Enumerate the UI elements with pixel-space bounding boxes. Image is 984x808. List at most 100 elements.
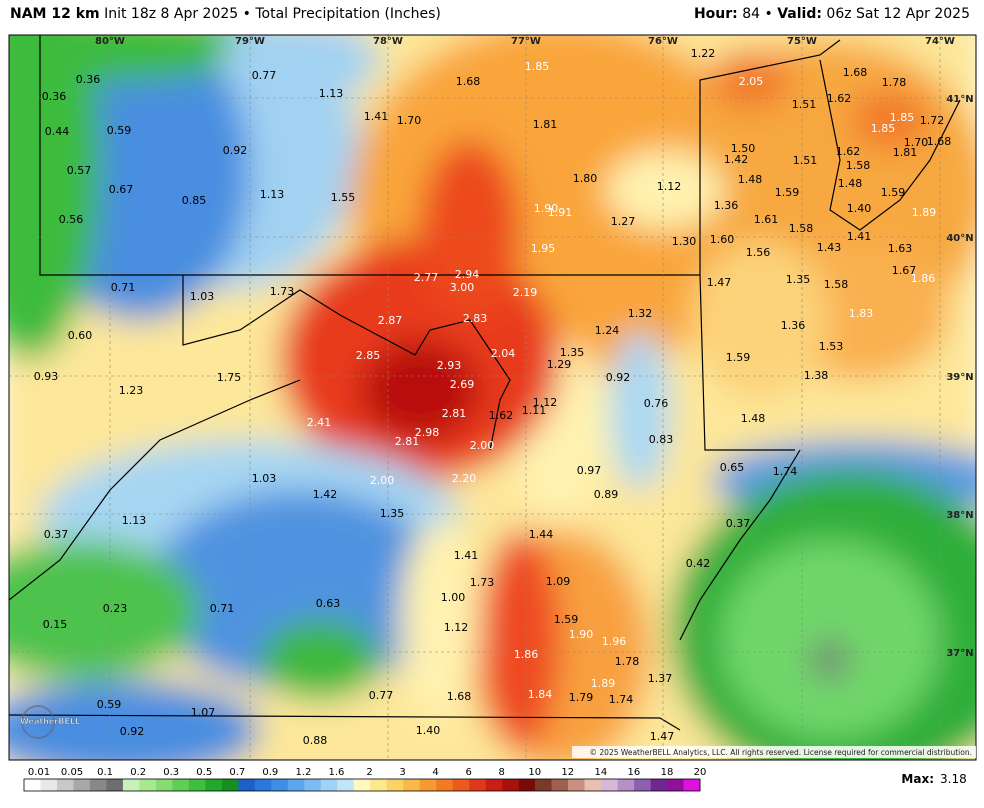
precip-value: 2.05 xyxy=(739,75,764,88)
colorbar-swatch xyxy=(436,779,453,791)
precip-value: 0.76 xyxy=(644,397,669,410)
precip-value: 1.12 xyxy=(657,180,682,193)
precip-value: 1.41 xyxy=(364,110,389,123)
colorbar-swatch xyxy=(584,779,602,791)
longitude-label: 76°W xyxy=(648,36,678,47)
precip-value: 1.84 xyxy=(528,688,553,701)
nj-border xyxy=(699,39,841,275)
precip-value: 1.36 xyxy=(781,319,806,332)
longitude-label: 74°W xyxy=(925,36,955,47)
precip-value: 0.56 xyxy=(59,213,84,226)
colorbar-swatch xyxy=(172,779,190,791)
precip-value: 1.55 xyxy=(331,191,356,204)
precip-value: 2.00 xyxy=(370,474,395,487)
precip-value: 1.67 xyxy=(892,264,917,277)
precip-value: 1.59 xyxy=(775,186,800,199)
precip-value: 1.58 xyxy=(824,278,849,291)
precip-value: 0.83 xyxy=(649,433,674,446)
precip-value: 1.07 xyxy=(191,706,216,719)
colorbar-swatch xyxy=(419,779,437,791)
colorbar-label: 8 xyxy=(499,767,505,778)
precip-value: 1.89 xyxy=(591,677,616,690)
header-left: NAM 12 km Init 18z 8 Apr 2025 • Total Pr… xyxy=(10,6,441,32)
precip-value: 0.59 xyxy=(107,124,132,137)
colorbar-swatch xyxy=(304,779,322,791)
precip-value: 1.86 xyxy=(911,272,936,285)
colorbar-label: 0.3 xyxy=(163,767,179,778)
precip-value: 1.03 xyxy=(252,472,277,485)
precip-value: 1.81 xyxy=(533,118,558,131)
colorbar-swatch xyxy=(287,779,305,791)
precip-value: 0.88 xyxy=(303,734,328,747)
colorbar-frame xyxy=(23,778,701,792)
precip-value: 2.19 xyxy=(513,286,538,299)
colorbar-label: 10 xyxy=(528,767,541,778)
longitude-label: 75°W xyxy=(787,36,817,47)
colorbar-swatch xyxy=(106,779,124,791)
precip-value: 1.30 xyxy=(672,235,697,248)
precip-value: 0.92 xyxy=(606,371,631,384)
colorbar-label: 0.9 xyxy=(262,767,278,778)
colorbar-swatch xyxy=(568,779,585,791)
map-frame xyxy=(8,34,977,761)
precip-value: 2.93 xyxy=(437,359,462,372)
precip-value: 1.12 xyxy=(444,621,469,634)
model: NAM 12 km xyxy=(10,6,100,22)
precip-value: 0.36 xyxy=(42,90,67,103)
colorbar-swatch xyxy=(535,779,552,791)
precip-value: 1.35 xyxy=(560,346,585,359)
colorbar-swatch xyxy=(667,779,684,791)
precip-value: 2.83 xyxy=(463,312,488,325)
hour: 84 • xyxy=(742,6,773,22)
precip-value: 1.13 xyxy=(260,188,285,201)
precip-value: 0.37 xyxy=(44,528,69,541)
precip-value: 0.92 xyxy=(223,144,248,157)
precip-value: 1.00 xyxy=(441,591,466,604)
latitude-label: 39°N xyxy=(946,372,973,383)
colorbar-swatch xyxy=(221,779,239,791)
precip-value: 1.51 xyxy=(793,154,818,167)
precip-value: 1.32 xyxy=(628,307,653,320)
max-value: 3.18 xyxy=(940,772,967,786)
precip-value: 1.13 xyxy=(122,514,147,527)
precip-value: 2.20 xyxy=(452,472,477,485)
copyright-bg xyxy=(572,746,976,758)
colorbar-label: 20 xyxy=(694,767,707,778)
precip-value: 1.62 xyxy=(827,92,852,105)
colorbar-label: 0.2 xyxy=(130,767,146,778)
precip-value: 0.85 xyxy=(182,194,207,207)
colorbar-label: 1.2 xyxy=(295,767,311,778)
colorbar-swatch xyxy=(485,779,503,791)
precip-value: 1.24 xyxy=(595,324,620,337)
latitude-label: 37°N xyxy=(946,648,973,659)
colorbar-swatch xyxy=(89,779,107,791)
colorbar-swatch xyxy=(469,779,486,791)
precip-value: 1.13 xyxy=(319,87,344,100)
logo: WeatherBELL xyxy=(20,717,80,726)
precip-value: 1.12 xyxy=(533,396,558,409)
precip-value: 1.27 xyxy=(611,215,636,228)
precip-value: 1.03 xyxy=(190,290,215,303)
colorbar-label: 0.7 xyxy=(229,767,245,778)
pa-border xyxy=(39,35,700,276)
precip-value: 1.68 xyxy=(456,75,481,88)
colorbar-swatch xyxy=(205,779,223,791)
precip-value: 1.37 xyxy=(648,672,673,685)
max-label: Max: xyxy=(901,772,934,786)
precip-value: 1.43 xyxy=(817,241,842,254)
precip-value: 1.38 xyxy=(804,369,829,382)
precip-value: 0.71 xyxy=(210,602,235,615)
precip-value: 0.77 xyxy=(252,69,277,82)
precip-value: 1.58 xyxy=(789,222,814,235)
precip-value: 1.41 xyxy=(847,230,872,243)
precip-value: 1.68 xyxy=(843,66,868,79)
colorbar-swatch xyxy=(122,779,140,791)
colorbar-label: 3 xyxy=(399,767,405,778)
precip-value: 2.69 xyxy=(450,378,475,391)
precip-value: 0.44 xyxy=(45,125,70,138)
precip-value: 0.77 xyxy=(369,689,394,702)
precip-value: 1.51 xyxy=(792,98,817,111)
